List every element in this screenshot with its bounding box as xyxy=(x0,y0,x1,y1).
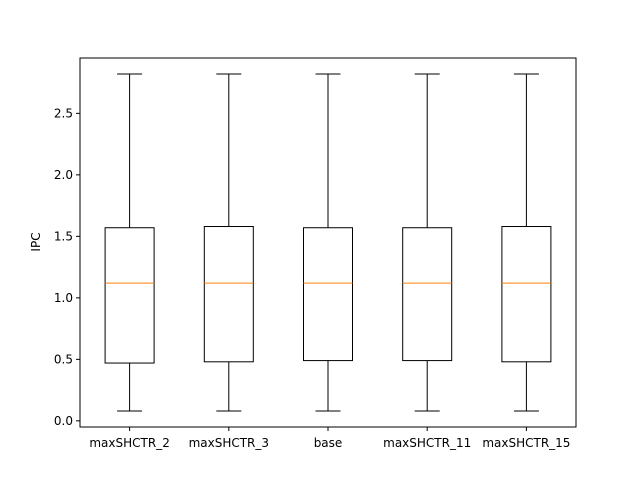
y-tick-label: 2.5 xyxy=(54,106,73,120)
iqr-box xyxy=(501,226,552,363)
x-tick-label: base xyxy=(314,436,343,450)
y-tick-label: 0.5 xyxy=(54,352,73,366)
y-tick-label: 1.5 xyxy=(54,229,73,243)
iqr-box xyxy=(203,226,254,363)
box-maxSHCTR_11 xyxy=(402,73,453,412)
y-axis-label: IPC xyxy=(29,232,43,251)
box-maxSHCTR_3 xyxy=(203,73,254,412)
y-tick-label: 0.0 xyxy=(54,414,73,428)
x-tick-label: maxSHCTR_3 xyxy=(189,436,269,450)
x-tick-label: maxSHCTR_11 xyxy=(383,436,471,450)
x-tick-label: maxSHCTR_2 xyxy=(89,436,169,450)
x-tick-label: maxSHCTR_15 xyxy=(482,436,570,450)
iqr-box xyxy=(104,227,155,364)
iqr-box xyxy=(402,227,453,362)
y-tick-label: 2.0 xyxy=(54,168,73,182)
box-base xyxy=(303,73,353,412)
box-maxSHCTR_15 xyxy=(501,73,552,412)
box-maxSHCTR_2 xyxy=(104,73,155,412)
iqr-box xyxy=(303,227,353,362)
x-axis: maxSHCTR_2 maxSHCTR_3 base maxSHCTR_11 maxSH… xyxy=(89,427,570,450)
y-tick-label: 1.0 xyxy=(54,291,73,305)
boxes-group xyxy=(104,73,552,412)
y-axis: 0.0 0.5 1.0 1.5 2.0 2.5 xyxy=(54,106,80,428)
